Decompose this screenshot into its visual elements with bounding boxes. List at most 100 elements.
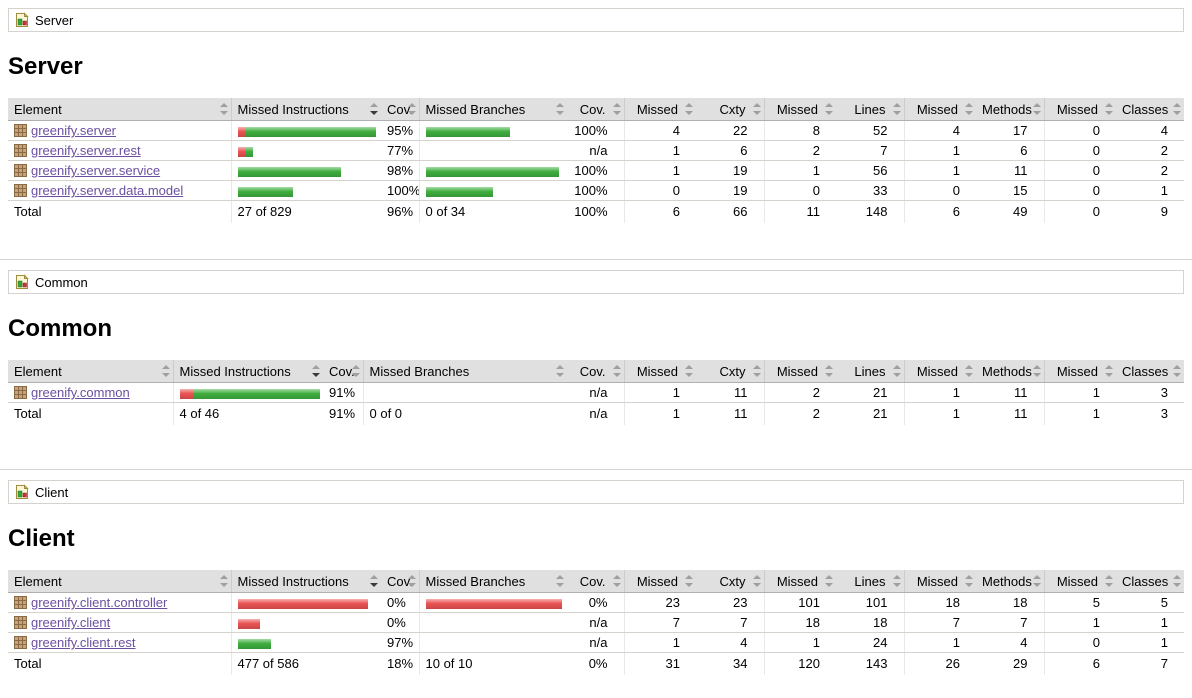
total-classes: 7 [1160, 656, 1168, 671]
sort-icon [1032, 103, 1041, 115]
column-header-missed-cxty[interactable]: Missed [623, 570, 696, 593]
column-header-cxty[interactable]: Cxty [696, 360, 764, 383]
lines-value: 101 [836, 592, 904, 613]
missed-instructions-bar [230, 140, 381, 161]
section-common: Common Common Element Missed Instruction… [0, 259, 1192, 425]
lines-value: 56 [836, 160, 904, 181]
column-header-classes[interactable]: Classes [1116, 570, 1184, 593]
branches-coverage: n/a [567, 140, 624, 161]
column-header-missed-branches[interactable]: Missed Branches [418, 570, 567, 593]
column-header-methods[interactable]: Methods [976, 360, 1044, 383]
sort-icon [1032, 575, 1041, 587]
missed-branches-bar [418, 592, 567, 613]
column-header-branches-cov[interactable]: Cov. [567, 98, 624, 121]
missed-branches-bar [418, 632, 567, 653]
branches-coverage: n/a [567, 612, 624, 633]
total-instructions-coverage: 91% [329, 406, 356, 421]
header-row: Element Missed Instructions Cov. Missed … [8, 570, 1184, 593]
column-header-lines[interactable]: Lines [836, 570, 904, 593]
classes-value: 2 [1116, 160, 1184, 181]
column-header-branches-cov[interactable]: Cov. [567, 360, 624, 383]
missed-lines-value: 18 [763, 612, 836, 633]
sort-icon [965, 575, 973, 587]
sort-icon [1173, 103, 1181, 115]
methods-value: 4 [976, 632, 1044, 653]
lines-value: 7 [836, 140, 904, 161]
missed-classes-value: 0 [1043, 140, 1116, 161]
column-header-missed-classes[interactable]: Missed [1043, 360, 1116, 383]
header-label: Element [14, 102, 62, 117]
column-header-element[interactable]: Element [8, 360, 173, 383]
column-header-missed-lines[interactable]: Missed [763, 570, 836, 593]
total-missed-classes: 1 [1043, 402, 1116, 425]
column-header-cxty[interactable]: Cxty [696, 570, 764, 593]
missed-lines-value: 0 [763, 180, 836, 201]
total-lines: 148 [865, 204, 888, 219]
header-label: Element [14, 574, 62, 589]
table-row: greenify.server.data.model 100% 100% 0 1… [8, 180, 1184, 201]
package-link[interactable]: greenify.client.controller [31, 595, 168, 610]
package-link[interactable]: greenify.client.rest [31, 635, 136, 650]
total-label: Total [14, 656, 42, 671]
column-header-instructions-cov[interactable]: Cov. [381, 98, 419, 121]
column-header-missed-lines[interactable]: Missed [763, 98, 836, 121]
column-header-lines[interactable]: Lines [836, 98, 904, 121]
package-link[interactable]: greenify.server.service [31, 163, 161, 178]
total-cxty: 11 [734, 406, 748, 421]
column-header-missed-cxty[interactable]: Missed [623, 360, 696, 383]
column-header-missed-branches[interactable]: Missed Branches [362, 360, 567, 383]
package-link[interactable]: greenify.server [31, 123, 117, 138]
package-link[interactable]: greenify.server.data.model [31, 183, 184, 198]
header-label: Cxty [719, 364, 746, 379]
column-header-missed-lines[interactable]: Missed [763, 360, 836, 383]
sort-icon [1173, 575, 1181, 587]
package-link[interactable]: greenify.common [31, 385, 130, 400]
column-header-missed-branches[interactable]: Missed Branches [418, 98, 567, 121]
column-header-lines[interactable]: Lines [836, 360, 904, 383]
column-header-element[interactable]: Element [8, 570, 231, 593]
total-row: Total 4 of 46 91% 0 of 0 n/a 1 11 2 21 1… [8, 402, 1184, 425]
column-header-methods[interactable]: Methods [976, 570, 1044, 593]
column-header-cxty[interactable]: Cxty [696, 98, 764, 121]
column-header-missed-instructions[interactable]: Missed Instructions [172, 360, 323, 383]
classes-value: 2 [1116, 140, 1184, 161]
instructions-coverage: 98% [381, 160, 419, 181]
column-header-missed-instructions[interactable]: Missed Instructions [230, 570, 381, 593]
package-icon [14, 164, 27, 177]
sort-icon [612, 103, 621, 115]
column-header-missed-instructions[interactable]: Missed Instructions [230, 98, 381, 121]
header-label: Methods [982, 574, 1032, 589]
package-link[interactable]: greenify.server.rest [31, 143, 141, 158]
column-header-classes[interactable]: Classes [1116, 360, 1184, 383]
column-header-missed-classes[interactable]: Missed [1043, 98, 1116, 121]
column-header-missed-classes[interactable]: Missed [1043, 570, 1116, 593]
header-label: Methods [982, 102, 1032, 117]
column-header-missed-methods[interactable]: Missed [903, 98, 976, 121]
cxty-value: 23 [696, 592, 764, 613]
branches-coverage: 100% [567, 160, 624, 181]
package-icon [14, 616, 27, 629]
missed-methods-value: 1 [903, 382, 976, 403]
column-header-classes[interactable]: Classes [1116, 98, 1184, 121]
total-missed-instructions: 477 of 586 [230, 652, 381, 675]
column-header-instructions-cov[interactable]: Cov. [381, 570, 419, 593]
column-header-instructions-cov[interactable]: Cov. [323, 360, 363, 383]
column-header-methods[interactable]: Methods [976, 98, 1044, 121]
column-header-missed-methods[interactable]: Missed [903, 570, 976, 593]
column-header-branches-cov[interactable]: Cov. [567, 570, 624, 593]
coverage-report-page: Server Server Element Missed Instruction… [0, 8, 1192, 675]
package-link[interactable]: greenify.client [31, 615, 111, 630]
column-header-missed-methods[interactable]: Missed [903, 360, 976, 383]
total-missed-methods: 1 [903, 402, 976, 425]
column-header-missed-cxty[interactable]: Missed [623, 98, 696, 121]
missed-instructions-bar [230, 160, 381, 181]
header-label: Missed Branches [425, 574, 526, 589]
branches-coverage: n/a [567, 632, 624, 653]
column-header-element[interactable]: Element [8, 98, 231, 121]
header-label: Cov. [387, 102, 413, 117]
total-missed-instructions: 4 of 46 [172, 402, 323, 425]
missed-branches-bar [418, 140, 567, 161]
cxty-value: 7 [696, 612, 764, 633]
instructions-coverage: 91% [323, 382, 363, 403]
header-label: Missed [916, 364, 958, 379]
